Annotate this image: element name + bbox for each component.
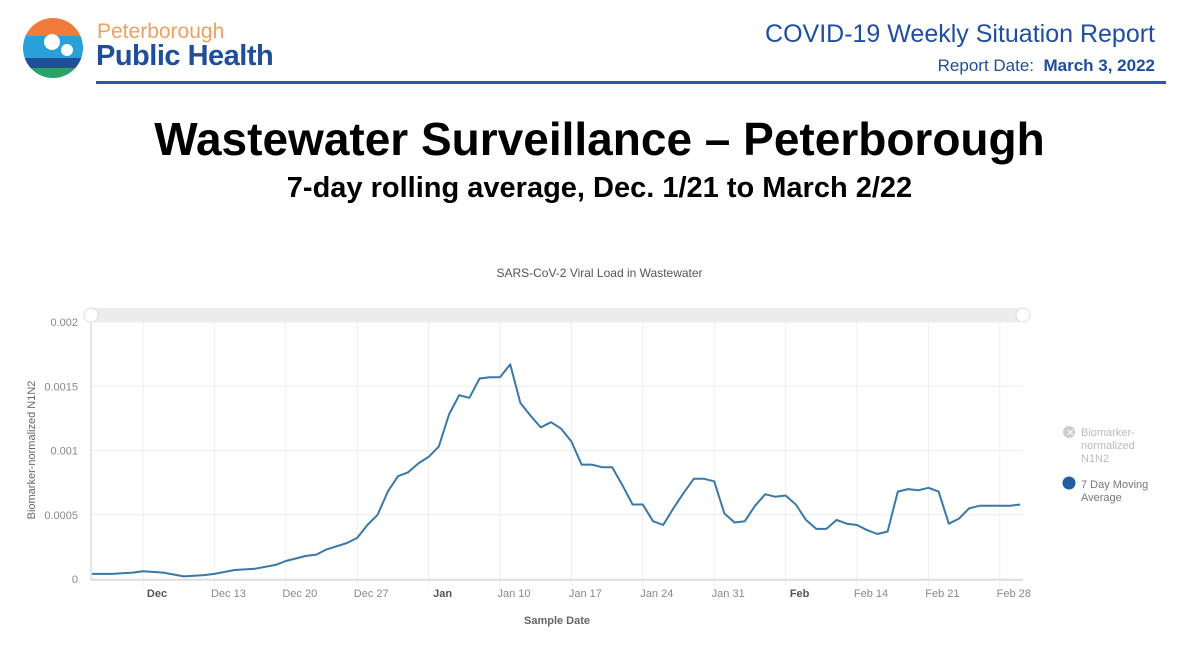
x-tick-label: Jan 17 [569, 588, 602, 600]
y-axis-label: Biomarker-normalized N1N2 [26, 381, 38, 520]
legend-label: Biomarker-normalized N1N2 [1081, 427, 1135, 465]
logo-icon [23, 18, 83, 78]
header-divider [96, 81, 1166, 84]
range-navigator[interactable] [91, 308, 1023, 322]
page-subtitle: 7-day rolling average, Dec. 1/21 to Marc… [286, 172, 913, 204]
x-tick-label: Jan [433, 588, 452, 600]
report-date-value: March 3, 2022 [1043, 56, 1155, 75]
x-tick-label: Dec 27 [354, 588, 389, 600]
x-tick-label: Jan 24 [640, 588, 673, 600]
range-handle-right[interactable] [1015, 307, 1031, 323]
y-tick-label: 0.002 [50, 317, 78, 329]
range-handle-left[interactable] [83, 307, 99, 323]
page-title: Wastewater Surveillance – Peterborough [154, 113, 1045, 165]
x-tick-label: Feb 14 [854, 588, 888, 600]
x-tick-label: Dec [147, 588, 167, 600]
legend-item-moving-average[interactable]: 7 Day Moving Average [1062, 476, 1149, 505]
x-tick-label: Feb 21 [925, 588, 959, 600]
y-tick-label: 0 [72, 574, 78, 586]
y-tick-label: 0.001 [50, 446, 78, 458]
x-tick-label: Feb [790, 588, 810, 600]
logo-text: Public Health [96, 40, 274, 72]
x-tick-label: Dec 13 [211, 588, 246, 600]
logo-text: Peterborough [97, 20, 225, 43]
report-date: Report Date: March 3, 2022 [938, 56, 1155, 76]
legend-item-biomarker[interactable]: ✕ Biomarker-normalized N1N2 [1063, 426, 1135, 465]
x-tick-label: Dec 20 [282, 588, 317, 600]
y-tick-label: 0.0015 [44, 381, 78, 393]
svg-text:✕: ✕ [1066, 428, 1074, 439]
x-axis-label: Sample Date [524, 615, 590, 627]
legend-marker-icon [1062, 476, 1076, 490]
report-title: COVID-19 Weekly Situation Report [765, 20, 1155, 48]
chart-title: SARS-CoV-2 Viral Load in Wastewater [496, 266, 703, 280]
legend-label: 7 Day Moving Average [1081, 479, 1148, 504]
x-tick-label: Jan 31 [712, 588, 745, 600]
y-tick-label: 0.0005 [44, 510, 78, 522]
series-line-moving-average [92, 363, 1021, 578]
x-tick-label: Jan 10 [497, 588, 530, 600]
x-tick-label: Feb 28 [997, 588, 1031, 600]
hidden-series-icon [1063, 426, 1075, 438]
report-date-label: Report Date: [937, 56, 1035, 75]
